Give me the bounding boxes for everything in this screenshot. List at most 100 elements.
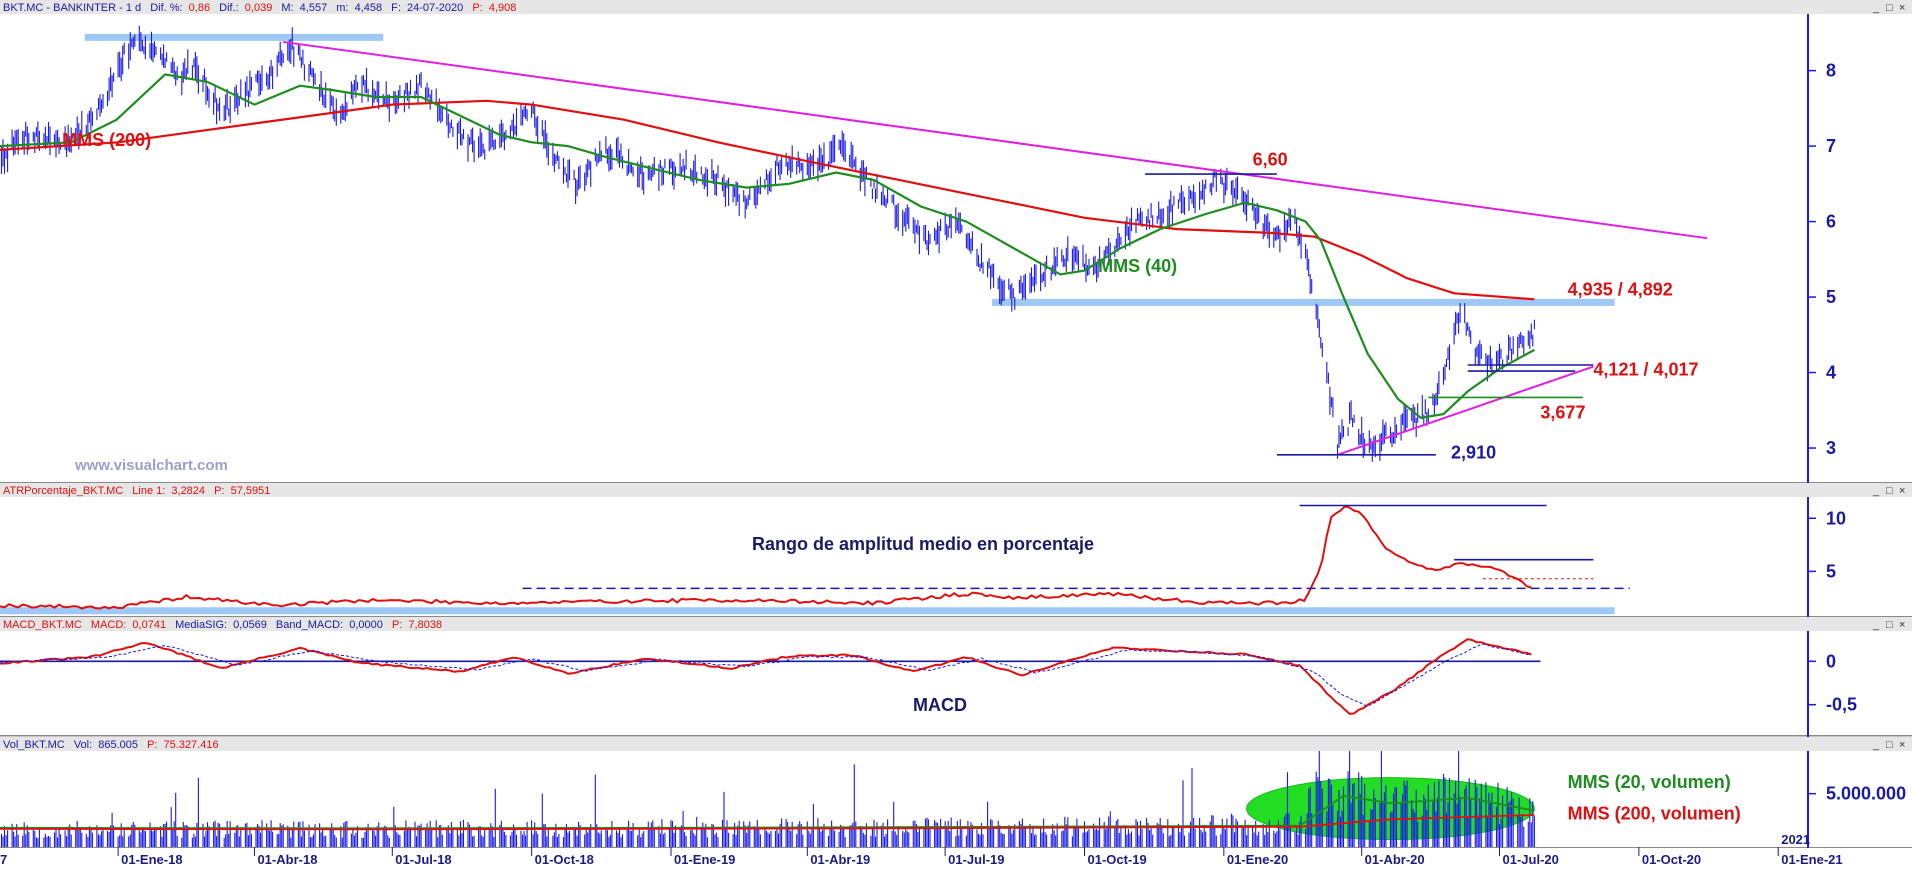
macd-p-label: P: — [392, 619, 402, 631]
chart-annotation: 2,910 — [1451, 443, 1496, 463]
x-tick-label: 01-Ene-21 — [1781, 852, 1842, 867]
annotations: MMS (200) MMS (40) 6,60 4,935 / 4,892 4,121 … — [62, 130, 1741, 823]
macd-name: MACD_BKT.MC — [3, 619, 82, 631]
max-label: M: — [281, 2, 293, 14]
maximize-icon[interactable]: □ — [1886, 485, 1893, 497]
vol-label: Vol: — [74, 739, 92, 751]
symbol-label: BKT.MC - BANKINTER - 1 d — [3, 2, 141, 14]
axes: 3 4 5 6 7 8 7 01-Ene-18 01-Abr-18 01-Jul-18 01-Oct… — [0, 61, 1906, 867]
price-y-tick-label: 8 — [1826, 61, 1836, 81]
volume-mms-200-line — [0, 814, 1535, 831]
x-tick-label: 01-Abr-19 — [810, 852, 870, 867]
atr-y-tick-label: 5 — [1826, 561, 1836, 581]
macd-band-value: 0,0000 — [349, 619, 383, 631]
resistance-trendline — [283, 40, 1708, 240]
price-plot — [0, 25, 1708, 462]
x-tick-label: 01-Jul-19 — [948, 852, 1004, 867]
minimize-icon[interactable]: _ — [1872, 739, 1880, 751]
chart-annotation: MMS (200) — [62, 130, 151, 150]
close-icon[interactable]: × — [1899, 739, 1905, 751]
volume-header: Vol_BKT.MC Vol: 865.005 P: 75.327.416 — [0, 737, 1912, 751]
price-y-tick-label: 3 — [1826, 438, 1836, 458]
dif-pct-label: Dif. %: — [150, 2, 182, 14]
minimize-icon[interactable]: _ — [1872, 619, 1880, 631]
price-y-tick-label: 4 — [1826, 363, 1836, 383]
vol-value: 865.005 — [98, 739, 138, 751]
atr-p-label: P: — [214, 485, 224, 497]
vol-name: Vol_BKT.MC — [3, 739, 65, 751]
chart-annotation: 4,121 / 4,017 — [1593, 360, 1698, 380]
x-tick-label: 01-Oct-18 — [535, 852, 594, 867]
macd-sig-value: 0,0569 — [233, 619, 267, 631]
macd-label: MACD: — [91, 619, 126, 631]
macd-window-controls[interactable]: _ □ × — [1872, 619, 1905, 631]
mms-200-line — [0, 99, 1535, 301]
price-header: BKT.MC - BANKINTER - 1 d Dif. %: 0,86 Di… — [0, 0, 1912, 14]
x-tick-label: 01-Oct-19 — [1088, 852, 1147, 867]
vol-p-value: 75.327.416 — [164, 739, 219, 751]
macd-p-value: 7,8038 — [408, 619, 442, 631]
dif-label: Dif.: — [219, 2, 239, 14]
x-tick-label: 01-Ene-20 — [1227, 852, 1288, 867]
close-icon[interactable]: × — [1899, 485, 1905, 497]
min-label: m: — [336, 2, 348, 14]
x-tick-label: 01-Jul-18 — [395, 852, 451, 867]
macd-plot — [0, 638, 1541, 715]
volume-y-tick-label: 5.000.000 — [1826, 784, 1906, 804]
atr-window-controls[interactable]: _ □ × — [1872, 485, 1905, 497]
price-value: 4,908 — [489, 2, 517, 14]
minimize-icon[interactable]: _ — [1872, 2, 1880, 14]
chart-annotation: MMS (200, volumen) — [1568, 803, 1741, 823]
atr-line-label: Line 1: — [132, 485, 165, 497]
chart-annotation: 4,935 / 4,892 — [1568, 280, 1673, 300]
atr-name: ATRPorcentaje_BKT.MC — [3, 485, 123, 497]
x-tick-label: 01-Oct-20 — [1642, 852, 1701, 867]
atr-y-tick-label: 10 — [1826, 508, 1846, 528]
chart-annotation: 3,677 — [1540, 403, 1585, 423]
maximize-icon[interactable]: □ — [1886, 619, 1893, 631]
macd-value: 0,0741 — [132, 619, 166, 631]
dif-pct-value: 0,86 — [189, 2, 210, 14]
svg-text:ATRPorcentaje_BKT.MC Lin: ATRPorcentaje_BKT.MC Line 1: 3,2824 P: 5… — [3, 485, 270, 497]
atr-line — [0, 505, 1532, 610]
atr-p-value: 57,5951 — [231, 485, 271, 497]
macd-band-label: Band_MACD: — [276, 619, 343, 631]
dif-value: 0,039 — [245, 2, 273, 14]
maximize-icon[interactable]: □ — [1886, 2, 1893, 14]
macd-panel-title: MACD — [913, 695, 967, 715]
atr-panel-title: Rango de amplitud medio en porcentaje — [752, 534, 1094, 554]
volume-mms-20-line — [0, 794, 1535, 830]
close-icon[interactable]: × — [1899, 619, 1905, 631]
price-y-tick-label: 5 — [1826, 287, 1836, 307]
vol-p-label: P: — [147, 739, 157, 751]
support-trendline — [1337, 365, 1594, 456]
price-y-tick-label: 6 — [1826, 212, 1836, 232]
x-tick-label: 01-Abr-18 — [257, 852, 317, 867]
price-y-tick-label: 7 — [1826, 136, 1836, 156]
macd-y-tick-label: 0 — [1826, 651, 1836, 671]
atr-plot — [0, 504, 1630, 615]
minimize-icon[interactable]: _ — [1872, 485, 1880, 497]
x-tick-label: 01-Ene-18 — [121, 852, 182, 867]
maximize-icon[interactable]: □ — [1886, 739, 1893, 751]
macd-signal-line — [0, 643, 1532, 707]
volume-window-controls[interactable]: _ □ × — [1872, 739, 1905, 751]
macd-sig-label: MediaSIG: — [175, 619, 227, 631]
macd-line — [0, 638, 1532, 715]
watermark: www.visualchart.com — [74, 457, 228, 474]
svg-text:Vol_BKT.MC Vol: 86: Vol_BKT.MC Vol: 865.005 P: 75.327.416 — [3, 739, 219, 751]
price-window-controls[interactable]: _ □ × — [1872, 2, 1905, 14]
svg-text:MACD_BKT.MC MACD:: MACD_BKT.MC MACD: 0,0741 MediaSIG: 0,056… — [3, 619, 442, 631]
chart-annotation: MMS (20, volumen) — [1568, 772, 1731, 792]
date-label: F: — [391, 2, 401, 14]
atr-header: ATRPorcentaje_BKT.MC Line 1: 3,2824 P: 5… — [0, 483, 1912, 497]
close-icon[interactable]: × — [1899, 2, 1905, 14]
x-year-label: 2021 — [1781, 832, 1810, 847]
macd-header: MACD_BKT.MC MACD: 0,0741 MediaSIG: 0,056… — [0, 617, 1912, 631]
x-tick-label: 7 — [0, 852, 7, 867]
mms-40-line — [0, 73, 1535, 419]
atr-line-value: 3,2824 — [171, 485, 205, 497]
svg-text:BKT.MC - BANKINTER - 1 d: BKT.MC - BANKINTER - 1 d Dif. %: 0,86 Di… — [3, 2, 516, 14]
x-tick-label: 01-Jul-20 — [1503, 852, 1559, 867]
